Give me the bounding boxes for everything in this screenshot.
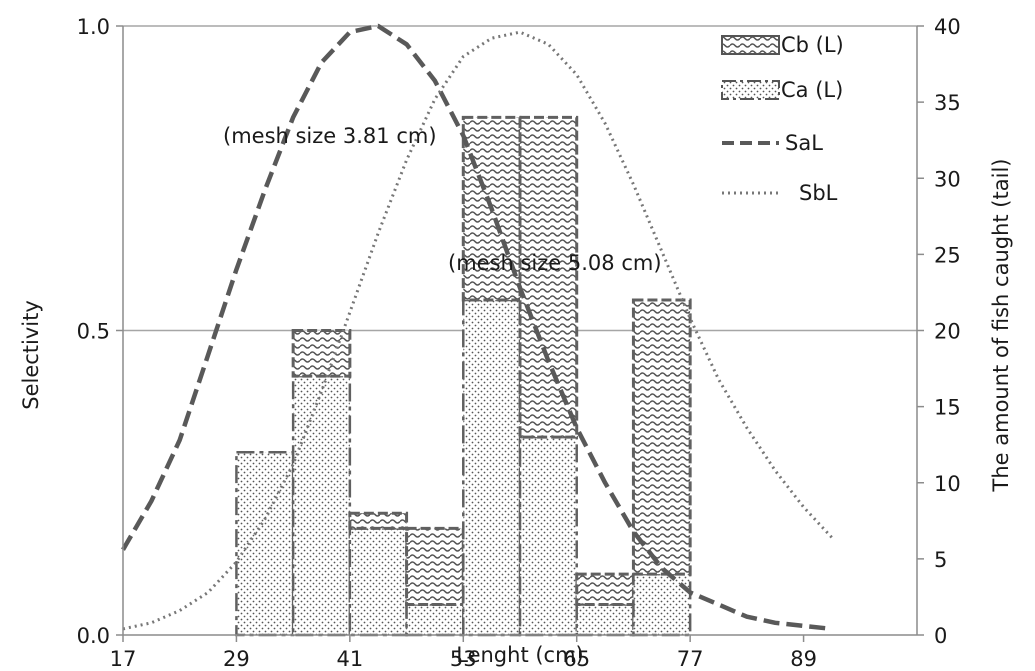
bar-ca-2 — [348, 527, 408, 637]
legend-label-sal: SaL — [785, 131, 823, 155]
y2-tick-label-6: 30 — [934, 167, 961, 191]
y2-tick-label-2: 10 — [934, 472, 961, 496]
y-axis-title: Selectivity — [19, 300, 43, 410]
x-tick-label-1: 29 — [223, 647, 250, 671]
bar-ca-4 — [462, 298, 522, 637]
x-axis-title: Lenght (cm) — [456, 643, 584, 667]
annotation-mesh-508: (mesh size 5.08 cm) — [448, 251, 662, 275]
y-tick-label-1: 0.5 — [77, 320, 110, 344]
legend: Cb (L) Ca (L) SaL SbL — [721, 33, 844, 205]
legend-item-sal: SaL — [722, 131, 823, 155]
y-tick-label-2: 1.0 — [77, 15, 110, 39]
x-tick-label-5: 77 — [677, 647, 704, 671]
bar-ca-6 — [575, 603, 635, 637]
bar-cb-5 — [518, 115, 579, 439]
histogram-bars — [235, 115, 692, 637]
legend-label-ca: Ca (L) — [781, 78, 843, 102]
x-tick-label-0: 17 — [110, 647, 137, 671]
legend-item-cb: Cb (L) — [721, 33, 844, 57]
y2-tick-label-8: 40 — [934, 15, 961, 39]
annotation-mesh-381: (mesh size 3.81 cm) — [223, 124, 437, 148]
x-tick-label-4: 65 — [563, 647, 590, 671]
line-sbl — [122, 30, 833, 631]
legend-item-sbl: SbL — [722, 181, 838, 205]
bar-ca-1 — [291, 374, 352, 637]
x-tick-label-3: 53 — [450, 647, 477, 671]
legend-label-cb: Cb (L) — [781, 33, 844, 57]
axes — [116, 25, 924, 642]
x-tick-label-2: 41 — [336, 647, 363, 671]
y2-tick-label-5: 25 — [934, 243, 961, 267]
line-sal — [121, 23, 833, 632]
bar-cb-2 — [348, 511, 409, 530]
legend-item-ca: Ca (L) — [721, 78, 843, 102]
y2-tick-label-7: 35 — [934, 91, 961, 115]
legend-label-sbl: SbL — [799, 181, 838, 205]
bar-cb-7 — [631, 298, 692, 576]
bar-ca-3 — [405, 603, 465, 637]
bar-ca-0 — [235, 451, 295, 637]
y2-tick-label-1: 5 — [934, 548, 947, 572]
bar-cb-1 — [291, 329, 352, 378]
y2-axis-title: The amount of fish caught (tail) — [989, 159, 1013, 493]
y-tick-label-0: 0.0 — [77, 624, 110, 648]
bar-cb-6 — [575, 572, 635, 607]
y2-tick-label-0: 0 — [934, 624, 947, 648]
bar-ca-5 — [518, 435, 578, 637]
y2-tick-label-4: 20 — [934, 320, 961, 344]
selectivity-curves — [121, 23, 833, 632]
bar-cb-3 — [405, 526, 465, 607]
x-tick-label-6: 89 — [790, 647, 817, 671]
y2-tick-label-3: 15 — [934, 396, 961, 420]
tick-labels: 17 29 41 53 65 77 89 0.0 0.5 1.0 0 5 10 15 20 25 30 35 40 — [77, 15, 961, 671]
bar-cb-4 — [461, 115, 522, 302]
